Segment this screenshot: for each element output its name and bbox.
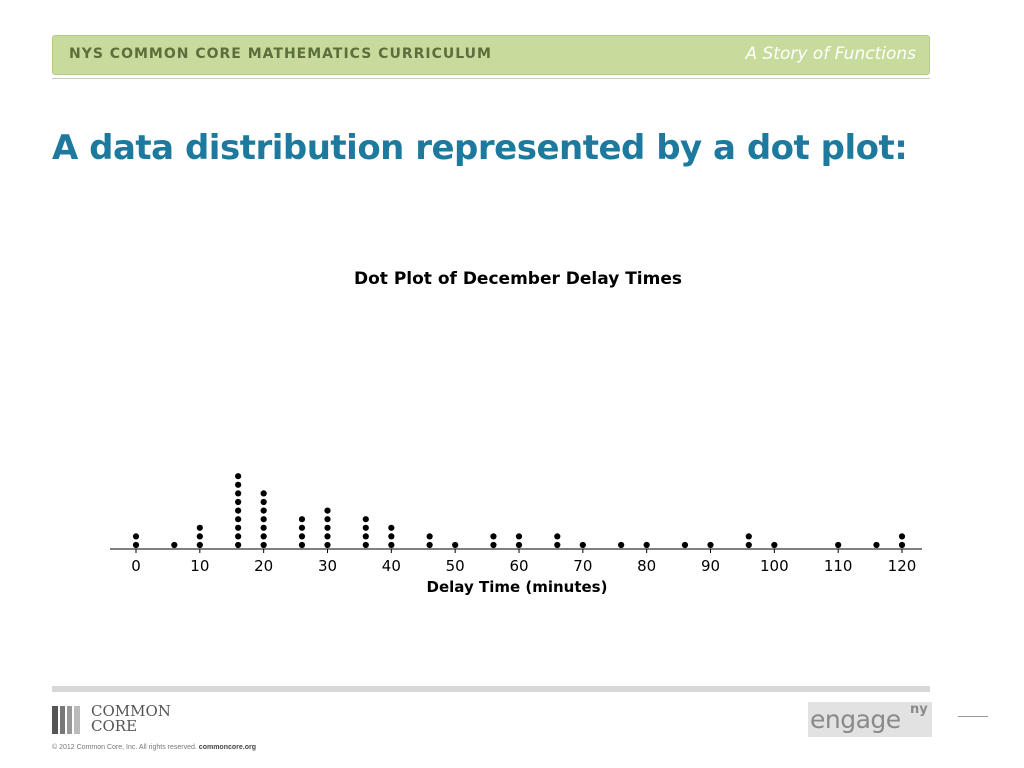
data-dot (388, 533, 395, 540)
data-dot (260, 533, 267, 540)
data-dot (579, 541, 586, 549)
copyright-notice: © 2012 Common Core, Inc. All rights rese… (52, 744, 256, 751)
data-dot (554, 533, 561, 540)
data-dot (745, 533, 752, 540)
data-dot (132, 541, 140, 549)
x-tick-label: 100 (760, 557, 789, 575)
data-dot (426, 533, 433, 540)
data-dot (618, 541, 625, 549)
data-dot (873, 541, 880, 549)
x-tick-label: 0 (131, 557, 141, 575)
footer-divider (52, 686, 930, 692)
data-dot (835, 541, 842, 549)
data-dot (362, 524, 369, 531)
x-tick-label: 30 (318, 557, 337, 575)
data-dot (681, 541, 689, 549)
data-dot (515, 541, 523, 549)
data-dot (324, 524, 331, 531)
curriculum-label: NYS COMMON CORE MATHEMATICS CURRICULUM (69, 46, 492, 62)
data-dot (554, 541, 561, 549)
data-dot (898, 541, 906, 549)
data-dot (490, 541, 497, 549)
x-axis-label: Delay Time (minutes) (427, 578, 608, 596)
common-core-logo: COMMON CORE (52, 704, 192, 738)
data-dot (388, 541, 395, 549)
data-dot (235, 490, 242, 497)
data-dot (426, 541, 433, 549)
data-dot (260, 507, 267, 514)
data-dot (196, 524, 203, 531)
x-tick-label: 70 (573, 557, 592, 575)
data-dot (898, 533, 906, 540)
data-dot (324, 541, 331, 549)
data-dot (235, 507, 242, 514)
data-dot (707, 541, 714, 549)
data-dot (452, 541, 459, 549)
x-tick-label: 10 (190, 557, 209, 575)
data-dot (235, 533, 242, 540)
x-tick-label: 20 (254, 557, 273, 575)
x-tick-label: 110 (824, 557, 853, 575)
data-dot (643, 541, 650, 549)
x-tick-label: 50 (446, 557, 465, 575)
data-dot (235, 541, 242, 549)
data-dot (260, 524, 267, 531)
data-dot (260, 516, 267, 523)
data-dot (235, 524, 242, 531)
common-core-logo-icon (52, 706, 84, 734)
data-dot (235, 498, 242, 506)
data-dot (196, 541, 203, 549)
data-dot (362, 516, 369, 523)
data-dot (388, 524, 395, 531)
data-dot (260, 498, 267, 506)
copyright-link[interactable]: commoncore.org (198, 744, 256, 751)
x-tick-label: 80 (637, 557, 656, 575)
data-dot (324, 516, 331, 523)
data-dot (362, 533, 369, 540)
data-dot (298, 516, 306, 523)
data-dot (171, 541, 178, 549)
data-dot (132, 533, 140, 540)
data-dot (298, 533, 306, 540)
data-dot (260, 490, 267, 497)
x-tick-label: 120 (888, 557, 917, 575)
header-divider (52, 78, 930, 79)
data-dot (235, 481, 242, 488)
x-tick-label: 90 (701, 557, 720, 575)
data-dot (745, 541, 752, 549)
x-tick-label: 60 (509, 557, 528, 575)
data-dot (324, 507, 331, 514)
data-dot (490, 533, 497, 540)
header-bar: NYS COMMON CORE MATHEMATICS CURRICULUM A… (52, 35, 930, 75)
page-title: A data distribution represented by a dot… (52, 128, 908, 168)
common-core-logo-text: COMMON CORE (91, 702, 171, 735)
data-dot (298, 524, 306, 531)
data-dot (260, 541, 267, 549)
slide-marker (958, 716, 988, 717)
data-dot (362, 541, 369, 549)
data-dot (324, 533, 331, 540)
engage-ny-logo: engage ny (808, 702, 932, 737)
data-dot (235, 473, 242, 480)
data-dot (235, 516, 242, 523)
x-tick-label: 40 (382, 557, 401, 575)
data-dot (298, 541, 306, 549)
data-dot (196, 533, 203, 540)
data-dot (515, 533, 523, 540)
data-dot (771, 541, 778, 549)
chart-title: Dot Plot of December Delay Times (354, 269, 682, 289)
module-label: A Story of Functions (745, 44, 916, 64)
